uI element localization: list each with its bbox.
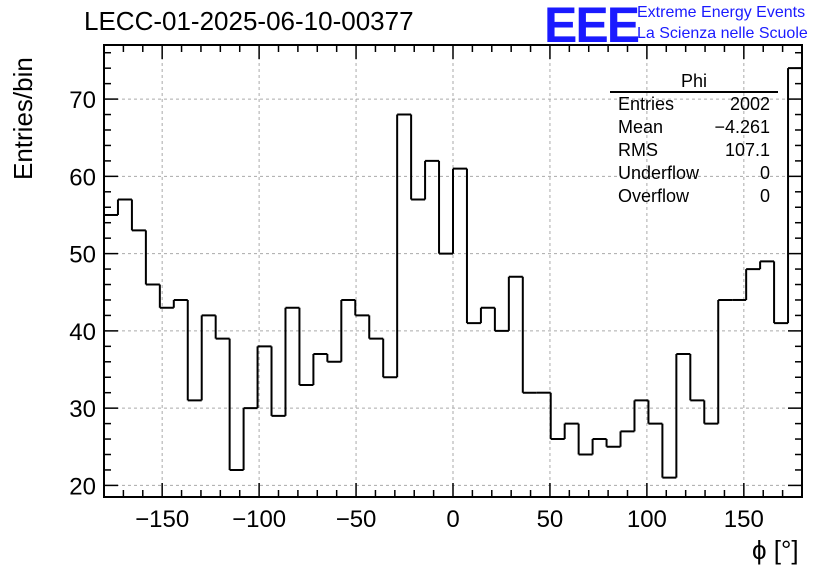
histogram-bin: [745, 268, 761, 300]
stats-row-mean: Mean −4.261: [610, 116, 778, 139]
logo-line-1: Extreme Energy Events: [637, 4, 806, 21]
histogram-bin: [619, 430, 635, 447]
histogram-bin: [382, 338, 398, 379]
histogram-bin: [326, 354, 342, 363]
stats-value: 107.1: [724, 140, 770, 160]
y-tick-label: 40: [69, 319, 96, 346]
histogram-bin: [242, 407, 258, 470]
histogram-bin: [479, 306, 495, 324]
stats-value: −4.261: [714, 117, 770, 137]
stats-label: Overflow: [618, 186, 690, 206]
histogram-bin: [605, 439, 621, 448]
histogram-bin: [675, 353, 691, 478]
histogram-bin: [773, 261, 789, 325]
x-tick-label: 50: [537, 506, 564, 533]
chart-title: LECC-01-2025-06-10-00377: [84, 6, 414, 36]
histogram-bin: [493, 307, 509, 332]
histogram-bin: [396, 113, 412, 378]
histogram-bin: [116, 198, 132, 215]
histogram-bin: [144, 230, 160, 286]
histogram-bin: [577, 423, 593, 456]
y-tick-label: 70: [69, 87, 96, 114]
y-tick-label: 30: [69, 396, 96, 423]
histogram-bin: [521, 276, 537, 394]
histogram-bin: [410, 114, 426, 201]
x-tick-label: −50: [336, 506, 377, 533]
stats-label: Underflow: [618, 163, 700, 183]
histogram-bin: [158, 284, 174, 309]
stats-row-underflow: Underflow 0: [610, 162, 778, 185]
histogram-bin: [438, 160, 453, 255]
histogram-bin: [172, 298, 188, 308]
y-tick-label: 50: [69, 242, 96, 269]
y-tick-label: 60: [69, 164, 96, 191]
stats-value: 0: [759, 186, 770, 206]
histogram-bin: [424, 159, 440, 200]
x-tick-label: −100: [232, 506, 286, 533]
histogram-bin: [759, 260, 775, 270]
y-tick-label: 20: [69, 473, 96, 500]
histogram-bin: [200, 314, 216, 401]
histogram-bin: [465, 168, 481, 325]
histogram-bin: [284, 306, 300, 416]
stats-title: Phi: [610, 70, 778, 93]
histogram-bin: [507, 275, 523, 331]
histogram-bin: [340, 298, 356, 362]
logo-line-2: La Scienza nelle Scuole: [637, 25, 808, 42]
x-tick-label: −150: [135, 506, 189, 533]
stats-label: Mean: [618, 117, 664, 137]
x-tick-label: 100: [627, 506, 667, 533]
histogram-bin: [591, 438, 607, 455]
histogram-bin: [717, 298, 733, 424]
stats-value: 0: [759, 163, 770, 183]
eee-logo: EEE: [544, 0, 640, 53]
histogram-bin: [354, 299, 370, 317]
stats-value: 2002: [729, 94, 770, 114]
x-axis-label: ϕ [°]: [752, 535, 799, 565]
histogram-bin: [214, 315, 230, 340]
stats-label: Entries: [618, 94, 675, 114]
histogram-bin: [186, 299, 202, 402]
x-tick-label: 150: [724, 506, 764, 533]
histogram-bin: [130, 199, 146, 232]
histogram-bin: [633, 399, 649, 432]
histogram-bin: [563, 422, 579, 440]
histogram-bin: [661, 423, 677, 479]
histogram-bin: [368, 315, 384, 340]
stats-row-rms: RMS 107.1: [610, 139, 778, 162]
histogram-bin: [312, 353, 328, 385]
stats-label: RMS: [618, 140, 658, 160]
stats-box: Phi Entries 2002 Mean −4.261 RMS 107.1 U…: [610, 70, 778, 208]
histogram-bin: [298, 307, 314, 386]
histogram-bin: [452, 167, 467, 254]
histogram-bin: [647, 400, 663, 425]
histogram-bin: [689, 354, 705, 402]
histogram-bin: [228, 338, 244, 471]
x-tick-label: 0: [446, 506, 459, 533]
histogram-bin: [703, 400, 719, 425]
stats-row-overflow: Overflow 0: [610, 185, 778, 208]
histogram-bin: [256, 345, 272, 409]
histogram-bin: [549, 392, 565, 441]
stats-row-entries: Entries 2002: [610, 93, 778, 116]
histogram-bin: [270, 346, 286, 417]
